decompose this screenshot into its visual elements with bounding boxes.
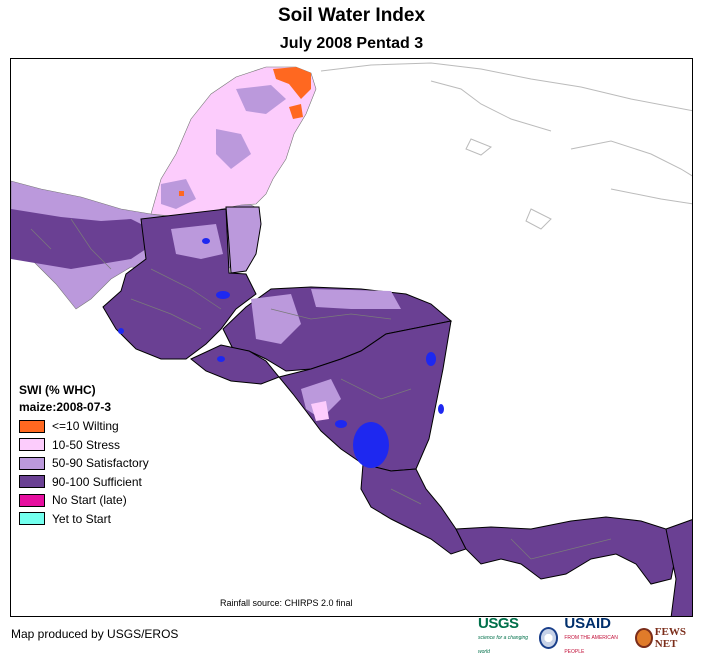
map-title: Soil Water Index <box>277 5 426 26</box>
legend-label: No Start (late) <box>52 493 127 508</box>
usaid-seal-icon <box>538 627 559 649</box>
map-canvas <box>11 62 692 616</box>
admin-boundaries <box>30 218 612 560</box>
legend-label: Yet to Start <box>52 511 111 526</box>
usgs-logo-text: USGS <box>478 615 519 632</box>
lake-nicaragua <box>353 422 389 468</box>
region-mexico-sufficient <box>11 209 151 269</box>
legend-item: 90-100 Sufficient <box>19 473 149 492</box>
fews-net-logo-text: FEWS NET <box>654 626 686 650</box>
legend-item: 10-50 Stress <box>19 436 149 455</box>
partner-logos: USGS science for a changing world USAID … <box>478 616 703 655</box>
legend-item: No Start (late) <box>19 491 149 510</box>
usaid-logo-text: USAID <box>564 615 612 632</box>
legend-label: 90-100 Sufficient <box>52 474 142 489</box>
legend-swatch-satisfactory <box>19 456 45 470</box>
usaid-logo-tagline: FROM THE AMERICAN PEOPLE <box>564 635 618 655</box>
legend-swatch-wilting <box>19 419 45 433</box>
fews-net-logo: FEWS NET <box>635 626 703 650</box>
region-wilting-2 <box>289 104 303 119</box>
legend-label: <=10 Wilting <box>52 419 119 434</box>
map-credit: Map produced by USGS/EROS <box>11 627 179 641</box>
legend-label: 50-90 Satisfactory <box>52 456 149 471</box>
legend-label: 10-50 Stress <box>52 437 121 452</box>
map-panel[interactable] <box>10 58 693 617</box>
region-costa-rica <box>360 463 467 555</box>
usaid-logo: USAID FROM THE AMERICAN PEOPLE <box>564 615 629 659</box>
legend-swatch-stress <box>19 438 45 452</box>
map-subtitle: July 2008 Pentad 3 <box>279 35 424 52</box>
usgs-logo-tagline: science for a changing world <box>478 635 529 655</box>
legend: SWI (% WHC) maize:2008-07-3 <=10 Wilting… <box>19 383 149 528</box>
region-belize <box>225 206 262 274</box>
legend-swatch-no-start <box>19 493 45 507</box>
region-colombia-edge <box>665 519 692 616</box>
legend-swatch-sufficient <box>19 475 45 489</box>
water-bodies <box>118 238 444 468</box>
caribbean-islands <box>320 62 692 230</box>
legend-swatch-yet-to-start <box>19 512 45 526</box>
legend-subtitle: maize:2008-07-3 <box>19 400 112 414</box>
legend-item: 50-90 Satisfactory <box>19 454 149 473</box>
usgs-logo: USGS science for a changing world <box>478 615 533 659</box>
legend-title: SWI (% WHC) <box>19 383 96 397</box>
legend-item: Yet to Start <box>19 510 149 529</box>
rainfall-source: Rainfall source: CHIRPS 2.0 final <box>220 598 353 608</box>
region-nicaragua <box>278 320 452 472</box>
fews-globe-icon <box>635 628 653 648</box>
region-wilting-1 <box>273 67 311 99</box>
legend-item: <=10 Wilting <box>19 417 149 436</box>
